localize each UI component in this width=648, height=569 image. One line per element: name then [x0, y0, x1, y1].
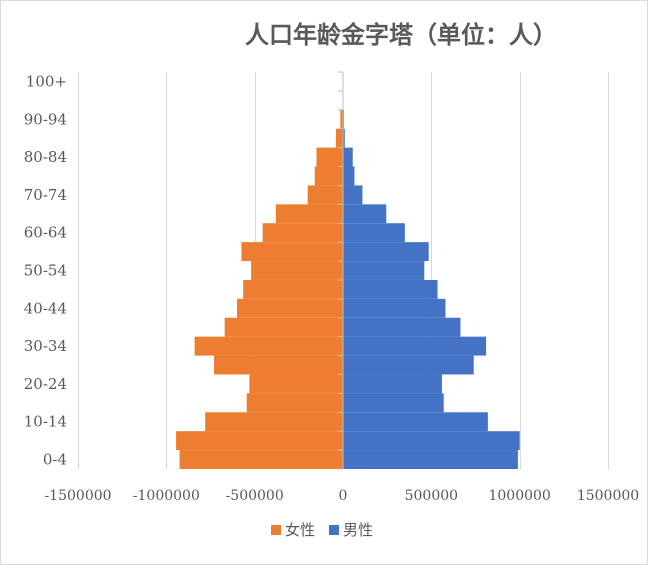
- female-bar-40-44: [237, 298, 343, 318]
- female-bar-50-54: [251, 261, 343, 280]
- male-bar-15-19: [343, 393, 444, 413]
- male-bar-35-39: [343, 317, 461, 337]
- female-bar-15-19: [246, 393, 343, 413]
- female-bar-35-39: [224, 317, 343, 337]
- female-bar-20-24: [249, 374, 343, 394]
- female-bar-10-14: [205, 412, 343, 432]
- female-bar-30-34: [194, 336, 343, 356]
- female-bar-65-69: [275, 204, 343, 224]
- female-bar-60-64: [262, 223, 343, 243]
- male-bar-50-54: [343, 261, 425, 280]
- y-tick-label: 0-4: [43, 451, 67, 469]
- axes: [338, 71, 344, 470]
- y-tick-label: 70-74: [24, 186, 67, 204]
- y-tick-label: 10-14: [24, 413, 67, 431]
- legend: 女性 男性: [271, 521, 373, 539]
- y-tick-label: 50-54: [24, 262, 67, 280]
- y-tick-label: 60-64: [24, 224, 67, 242]
- bars: [176, 109, 520, 469]
- male-bar-10-14: [343, 412, 488, 432]
- female-bar-25-29: [214, 355, 343, 375]
- x-tick-label: -1500000: [44, 488, 111, 504]
- x-tick-label: -500000: [226, 488, 284, 504]
- legend-label-male: 男性: [343, 521, 373, 539]
- male-bar-55-59: [343, 242, 429, 262]
- legend-swatch-female: [271, 525, 281, 535]
- male-bar-60-64: [343, 223, 405, 243]
- male-bar-65-69: [343, 204, 387, 224]
- y-tick-label: 90-94: [24, 110, 67, 128]
- x-tick-label: 0: [339, 488, 348, 504]
- female-bar-90-94: [340, 109, 343, 129]
- female-bar-70-74: [307, 185, 343, 205]
- male-bar-20-24: [343, 374, 442, 394]
- male-bar-70-74: [343, 185, 363, 205]
- x-tick-label: 1000000: [488, 488, 550, 504]
- male-bar-5-9: [343, 431, 520, 451]
- male-bar-75-79: [343, 166, 355, 186]
- male-bar-0-4: [343, 450, 518, 469]
- y-tick-label: 30-34: [24, 337, 67, 355]
- male-bar-45-49: [343, 279, 438, 299]
- x-tick-label: 1500000: [577, 488, 639, 504]
- male-bar-80-84: [343, 147, 353, 167]
- legend-label-female: 女性: [285, 521, 315, 539]
- male-bar-25-29: [343, 355, 474, 375]
- male-bar-85-89: [343, 128, 345, 148]
- y-tick-label: 80-84: [24, 148, 67, 166]
- y-tick-label: 100+: [26, 72, 67, 90]
- legend-swatch-male: [329, 525, 339, 535]
- chart-title: 人口年龄金字塔（单位：人）: [245, 20, 557, 49]
- female-bar-45-49: [243, 279, 343, 299]
- y-tick-label: 40-44: [24, 299, 67, 317]
- y-tick-label: 20-24: [24, 375, 67, 393]
- y-tick-labels: 0-4 10-14 20-24 30-34 40-44 50-54 60-64 70-74 80…: [24, 72, 67, 468]
- female-bar-5-9: [176, 431, 343, 451]
- female-bar-0-4: [179, 450, 343, 469]
- male-bar-40-44: [343, 298, 446, 318]
- x-tick-labels: -1500000 -1000000 -500000 0 500000 1000000 150…: [44, 488, 639, 504]
- female-bar-75-79: [314, 166, 343, 186]
- x-tick-label: 500000: [405, 488, 458, 504]
- female-bar-80-84: [316, 147, 343, 167]
- male-bar-30-34: [343, 336, 487, 356]
- female-bar-55-59: [241, 242, 343, 262]
- female-bar-85-89: [335, 128, 343, 148]
- x-tick-label: -1000000: [133, 488, 200, 504]
